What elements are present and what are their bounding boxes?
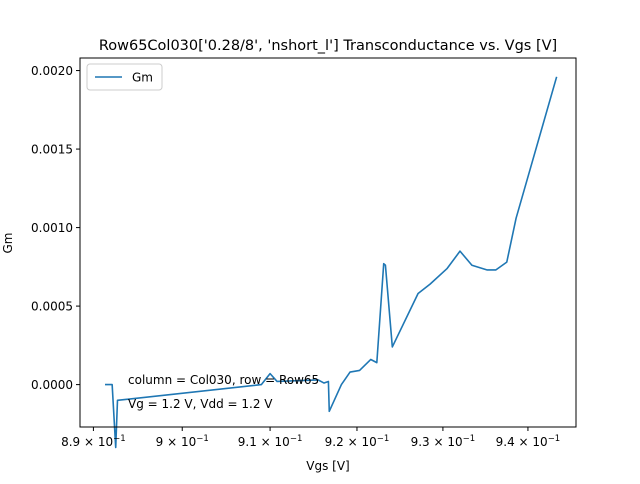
y-tick-label: 0.0020 bbox=[31, 64, 73, 78]
legend-label-gm: Gm bbox=[132, 71, 153, 85]
plot-area-frame bbox=[79, 57, 577, 428]
chart-title: Row65Col030['0.28/8', 'nshort_l'] Transc… bbox=[99, 38, 557, 54]
x-tick-label: 9.3 × 10−1 bbox=[411, 434, 476, 449]
x-tick-label: 9.1 × 10−1 bbox=[238, 434, 303, 449]
x-axis: 8.9 × 10−1 9 × 10−1 9.1 × 10−1 9.2 × 10−1 9.… bbox=[61, 427, 560, 449]
x-axis-label: Vgs [V] bbox=[306, 459, 349, 473]
legend-box bbox=[86, 63, 163, 91]
annotation-voltages: Vg = 1.2 V, Vdd = 1.2 V bbox=[128, 397, 273, 411]
series-layer bbox=[105, 76, 558, 449]
y-tick-label: 0.0000 bbox=[31, 378, 73, 392]
x-tick-label: 9.4 × 10−1 bbox=[496, 434, 561, 449]
y-tick-label: 0.0005 bbox=[31, 300, 73, 314]
y-tick-label: 0.0010 bbox=[31, 221, 73, 235]
x-tick-label: 9.2 × 10−1 bbox=[325, 434, 390, 449]
y-axis-label: Gm bbox=[1, 233, 15, 254]
x-tick-label: 9 × 10−1 bbox=[156, 434, 209, 449]
annotation-column-row: column = Col030, row = Row65 bbox=[128, 373, 319, 387]
legend: Gm bbox=[86, 63, 163, 91]
y-tick-label: 0.0015 bbox=[31, 143, 73, 157]
x-tick-label: 8.9 × 10−1 bbox=[61, 434, 126, 449]
y-axis: 0.0000 0.0005 0.0010 0.0015 0.0020 bbox=[31, 64, 80, 392]
series-line-gm bbox=[105, 76, 558, 449]
